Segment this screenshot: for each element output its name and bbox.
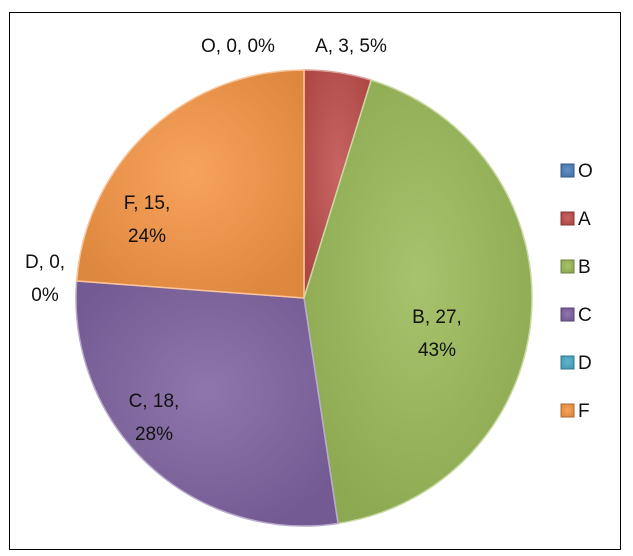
- legend-swatch-f: [560, 403, 575, 418]
- data-label-d: D, 0, 0%: [25, 252, 65, 306]
- legend-label-c: C: [578, 305, 592, 326]
- data-label-b: B, 27, 43%: [412, 307, 462, 361]
- legend-swatch-o: [560, 163, 575, 178]
- legend-swatch-a: [560, 211, 575, 226]
- legend-swatch-b: [560, 259, 575, 274]
- legend-label-o: O: [578, 161, 593, 182]
- legend-label-b: B: [578, 257, 591, 278]
- legend-swatch-c: [560, 307, 575, 322]
- data-label-c: C, 18, 28%: [129, 391, 180, 445]
- legend-item-o: O: [560, 161, 593, 182]
- legend-item-c: C: [560, 305, 592, 326]
- pie-slice-b: [303, 79, 533, 525]
- legend-item-d: D: [560, 353, 592, 374]
- data-label-f: F, 15, 24%: [124, 193, 170, 247]
- pie-slices: [75, 69, 533, 527]
- legend-label-a: A: [578, 209, 591, 230]
- legend: O A B C D F: [560, 161, 593, 422]
- pie-slice-f: [75, 69, 305, 299]
- pie-slice-c: [75, 280, 339, 527]
- legend-swatch-d: [560, 355, 575, 370]
- data-label-a: A, 3, 5%: [315, 36, 387, 57]
- data-labels: O, 0, 0% A, 3, 5% B, 27, 43% C, 18, 28% D, 0, 0…: [25, 36, 462, 445]
- legend-item-b: B: [560, 257, 591, 278]
- legend-label-d: D: [578, 353, 592, 374]
- data-label-o: O, 0, 0%: [201, 36, 275, 57]
- legend-label-f: F: [578, 401, 590, 422]
- legend-item-f: F: [560, 401, 590, 422]
- legend-item-a: A: [560, 209, 591, 230]
